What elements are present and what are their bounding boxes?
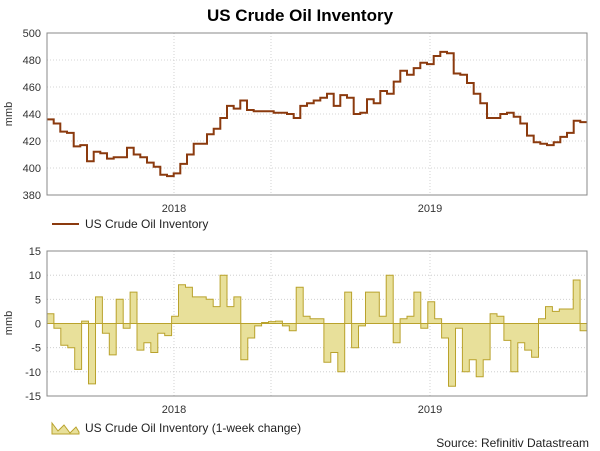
x-tick-label: 2019: [418, 404, 442, 416]
change-y-ticks: -15 -10 -5 0 5 10 15: [25, 246, 41, 403]
y-tick-label: 5: [35, 294, 41, 306]
change-plot-frame: [46, 250, 588, 397]
change-legend-swatch: [51, 421, 80, 435]
y-tick-label: -10: [25, 367, 41, 379]
y-tick-label: 480: [23, 55, 41, 67]
x-tick-label: 2018: [162, 203, 186, 215]
y-tick-label: 400: [23, 163, 41, 175]
inventory-line: [47, 50, 587, 178]
x-tick-label: 2019: [418, 203, 442, 215]
y-tick-label: 440: [23, 109, 41, 121]
change-legend: US Crude Oil Inventory (1-week change): [51, 421, 301, 435]
inventory-legend-label: US Crude Oil Inventory: [85, 217, 208, 231]
y-tick-label: -5: [31, 343, 41, 355]
inventory-legend: US Crude Oil Inventory: [52, 217, 208, 231]
y-tick-label: 460: [23, 82, 41, 94]
inventory-y-axis-label: mmb: [3, 102, 15, 126]
inventory-x-ticks: 2018 2019: [162, 203, 442, 215]
y-tick-label: 0: [35, 319, 41, 331]
inventory-y-ticks: 380 400 420 440 460 480 500: [23, 28, 41, 202]
change-legend-label: US Crude Oil Inventory (1-week change): [85, 421, 301, 435]
y-tick-label: 10: [29, 270, 41, 282]
source-note: Source: Refinitiv Datastream: [436, 436, 589, 450]
y-tick-label: 420: [23, 136, 41, 148]
y-tick-label: 15: [29, 246, 41, 258]
chart-title: US Crude Oil Inventory: [207, 6, 394, 25]
inventory-plot-frame: [46, 32, 588, 196]
change-bars: [46, 274, 588, 387]
change-y-axis-label: mmb: [3, 311, 15, 335]
change-x-ticks: 2018 2019: [162, 404, 442, 416]
change-panel: -15 -10 -5 0 5 10 15 2018 2019 mmb: [3, 246, 588, 416]
inventory-gridlines: [47, 33, 587, 195]
y-tick-label: 500: [23, 28, 41, 40]
x-tick-label: 2018: [162, 404, 186, 416]
inventory-panel: 380 400 420 440 460 480 500 2018 2019 mmb: [3, 28, 588, 215]
y-tick-label: 380: [23, 190, 41, 202]
y-tick-label: -15: [25, 391, 41, 403]
